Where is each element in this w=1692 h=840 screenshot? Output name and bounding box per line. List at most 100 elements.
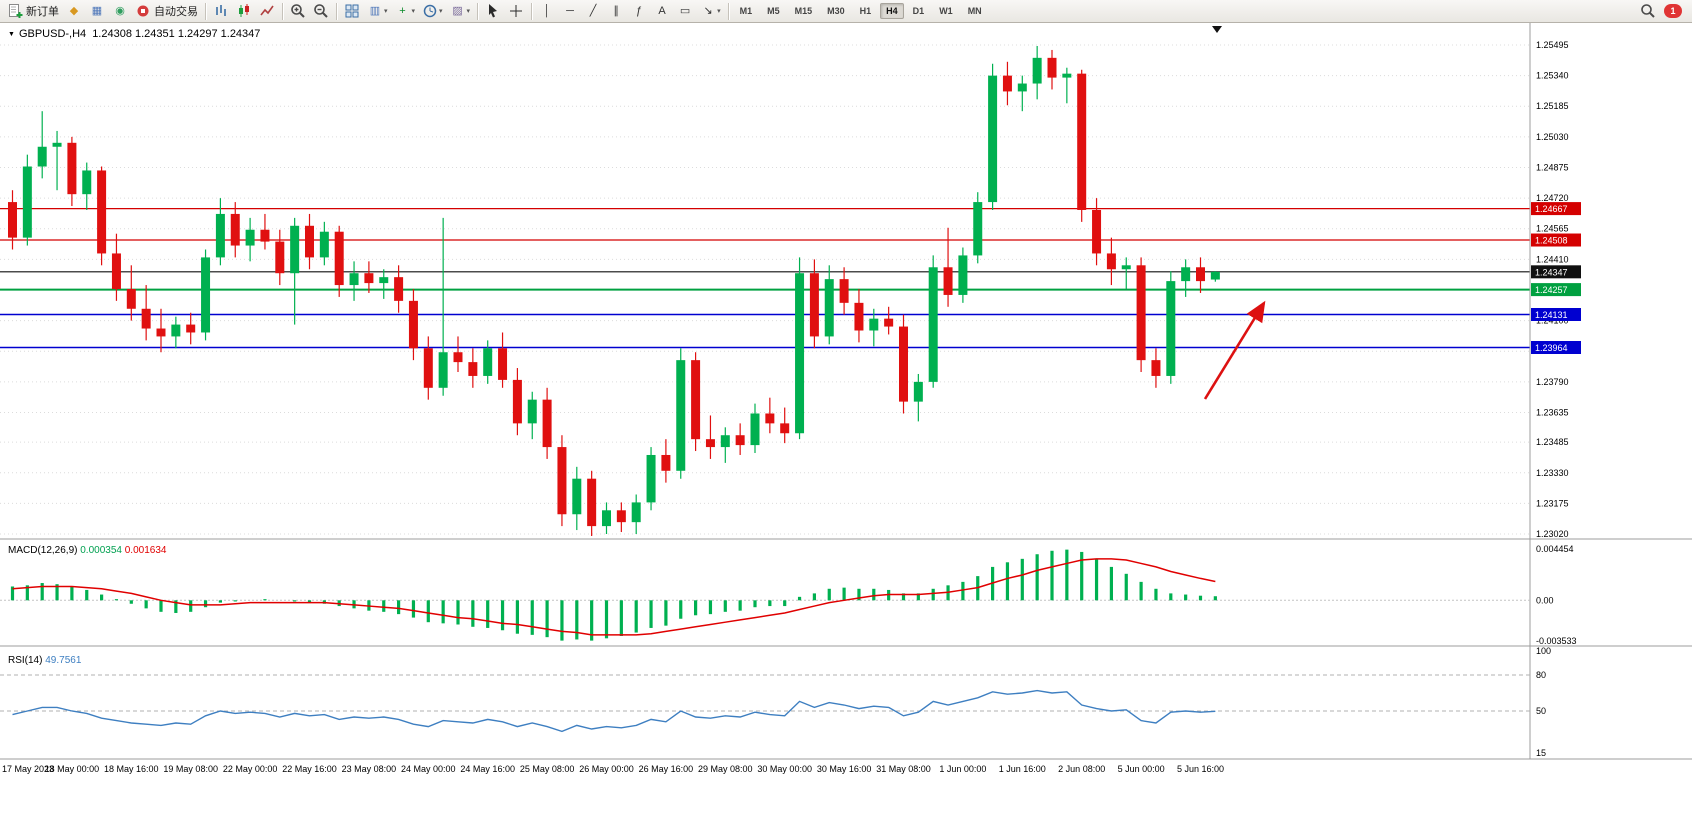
new-order-button-label: 新订单 [26, 6, 59, 18]
fibonacci-icon[interactable]: ƒ [628, 1, 650, 21]
time-tick-label: 22 May 00:00 [223, 764, 278, 774]
timeframe-h1-button[interactable]: H1 [859, 6, 872, 16]
market-watch-icon[interactable]: ▦ [86, 1, 108, 21]
toolbar-separator [205, 2, 206, 20]
horizontal-line-icon: ─ [566, 5, 574, 17]
vertical-line-icon: │ [543, 5, 551, 17]
macd-signal-line [12, 558, 1216, 636]
cursor-icon[interactable] [482, 1, 504, 21]
periods-icon[interactable]: ▾ [419, 1, 446, 21]
search-icon[interactable] [1637, 1, 1659, 21]
neworder [7, 3, 23, 19]
timeframe-mn-button[interactable]: MN [967, 6, 982, 16]
price-tick-label: 1.24565 [1536, 224, 1569, 234]
dropdown-arrow-icon[interactable]: ▾ [384, 8, 388, 15]
chart-symbol-title: ▼ GBPUSD-,H4 1.24308 1.24351 1.24297 1.243… [8, 28, 260, 40]
timeframe-d1-button[interactable]: D1 [912, 6, 925, 16]
dropdown-arrow-icon[interactable]: ▾ [466, 8, 471, 15]
dropdown-arrow-icon[interactable]: ▾ [439, 8, 443, 15]
layouts-icon[interactable]: ◆ [63, 1, 85, 21]
rsi-line [12, 689, 1216, 733]
cursor-icon [485, 3, 501, 19]
bar-chart-type-icon[interactable] [210, 1, 232, 21]
price-tick-label: 1.25030 [1536, 132, 1569, 142]
price-tick-label: 1.23635 [1536, 407, 1569, 417]
price-tag-label: 1.24131 [1535, 310, 1568, 320]
dropdown-arrow-icon[interactable]: ▾ [717, 8, 721, 15]
tile-windows-icon[interactable] [341, 1, 363, 21]
chart-window[interactable]: ▼ GBPUSD-,H4 1.24308 1.24351 1.24297 1.243… [0, 23, 1692, 840]
price-tick-label: 1.23790 [1536, 377, 1569, 387]
candles [8, 45, 1220, 536]
arrows-tool-icon[interactable]: ↘ ▾ [697, 1, 724, 21]
zoom-in-icon[interactable] [287, 1, 309, 21]
chart-canvas[interactable]: 1.25495 1.25340 1.25185 1.25030 1.24875 1.247… [0, 23, 1692, 840]
ohlc-values: 1.24308 1.24351 1.24297 1.24347 [92, 28, 261, 40]
time-tick-label: 18 May 00:00 [45, 764, 100, 774]
rsi-axis-label: 15 [1536, 748, 1546, 758]
layouts-icon: ◆ [69, 5, 79, 17]
vertical-line-icon[interactable]: │ [536, 1, 558, 21]
time-tick-label: 31 May 08:00 [876, 764, 931, 774]
macd-axis-label: -0.003533 [1536, 636, 1577, 646]
channel-icon[interactable]: ∥ [605, 1, 627, 21]
zoom-out-icon [313, 3, 329, 19]
channel-icon: ∥ [613, 5, 619, 17]
toolbar-separator [282, 2, 283, 20]
toolbar-separator [477, 2, 479, 20]
price-tick-label: 1.25185 [1536, 101, 1569, 111]
time-tick-label: 26 May 16:00 [639, 764, 694, 774]
time-tick-label: 2 Jun 08:00 [1058, 764, 1105, 774]
price-tag [1531, 265, 1581, 279]
line-chart-type-icon[interactable] [256, 1, 278, 21]
trendline-icon: ╱ [589, 5, 597, 17]
timeframe-m30-button[interactable]: M30 [827, 6, 845, 16]
candlestick-chart-type-icon[interactable] [233, 1, 255, 21]
indicators-icon: + [399, 5, 406, 17]
collapse-triangle-icon: ▼ [8, 31, 15, 38]
price-tick-label: 1.24410 [1536, 254, 1569, 264]
zoom-in-icon [290, 3, 306, 19]
rsi-axis-label: 80 [1536, 670, 1546, 680]
time-tick-label: 1 Jun 16:00 [999, 764, 1046, 774]
line-chart-type-icon [259, 3, 275, 19]
rsi-axis-label: 100 [1536, 646, 1551, 656]
timeframe-m15-button[interactable]: M15 [794, 6, 813, 16]
tile-windows-icon [344, 3, 360, 19]
trend-arrow-annotation[interactable] [1203, 300, 1266, 400]
time-tick-label: 19 May 08:00 [163, 764, 218, 774]
timeframe-w1-button[interactable]: W1 [939, 6, 953, 16]
price-axis[interactable]: 1.25495 1.25340 1.25185 1.25030 1.24875 1.247… [1531, 40, 1581, 539]
horizontal-level-lines[interactable] [0, 207, 1530, 349]
indicators-icon[interactable]: + ▾ [392, 1, 419, 21]
timeframe-h4-button[interactable]: H4 [880, 3, 904, 19]
timeframe-m5-button[interactable]: M5 [767, 6, 780, 16]
autotrading-button[interactable]: 自动交易 [132, 1, 201, 21]
templates-icon: ▨ [452, 5, 463, 17]
main-toolbar: 新订单 ◆ ▦ ◉ 自动交易 ▥ ▾ + ▾ ▾ ▨ ▾ │ ─ ╱ ∥ ƒ A ▭ ↘ ▾ M1 M5 M15 M30 H1 H4… [0, 0, 1692, 23]
zoom-out-icon[interactable] [310, 1, 332, 21]
text-label-icon[interactable]: ▭ [674, 1, 696, 21]
horizontal-line-icon[interactable]: ─ [559, 1, 581, 21]
notification-badge[interactable]: 1 [1664, 4, 1682, 18]
timeframe-m1-button[interactable]: M1 [739, 6, 753, 16]
time-tick-label: 5 Jun 00:00 [1118, 764, 1165, 774]
trendline-icon[interactable]: ╱ [582, 1, 604, 21]
macd-axis-label: 0.00 [1536, 595, 1554, 605]
price-tag [1531, 202, 1581, 216]
periods-icon [422, 3, 438, 19]
text-icon: A [658, 5, 666, 17]
templates-icon[interactable]: ▨ ▾ [447, 1, 474, 21]
chart-shift-icon[interactable]: ▥ ▾ [364, 1, 391, 21]
arrows-tool-icon: ↘ [703, 5, 713, 17]
community-icon[interactable]: ◉ [109, 1, 131, 21]
new-order-button[interactable]: 新订单 [4, 1, 62, 21]
crosshair-icon[interactable] [505, 1, 527, 21]
fibonacci-icon: ƒ [636, 5, 643, 17]
crosshair-icon [508, 3, 524, 19]
price-tag-label: 1.23964 [1535, 343, 1568, 353]
text-icon[interactable]: A [651, 1, 673, 21]
dropdown-arrow-icon[interactable]: ▾ [411, 8, 416, 15]
toolbar-separator [727, 2, 729, 20]
